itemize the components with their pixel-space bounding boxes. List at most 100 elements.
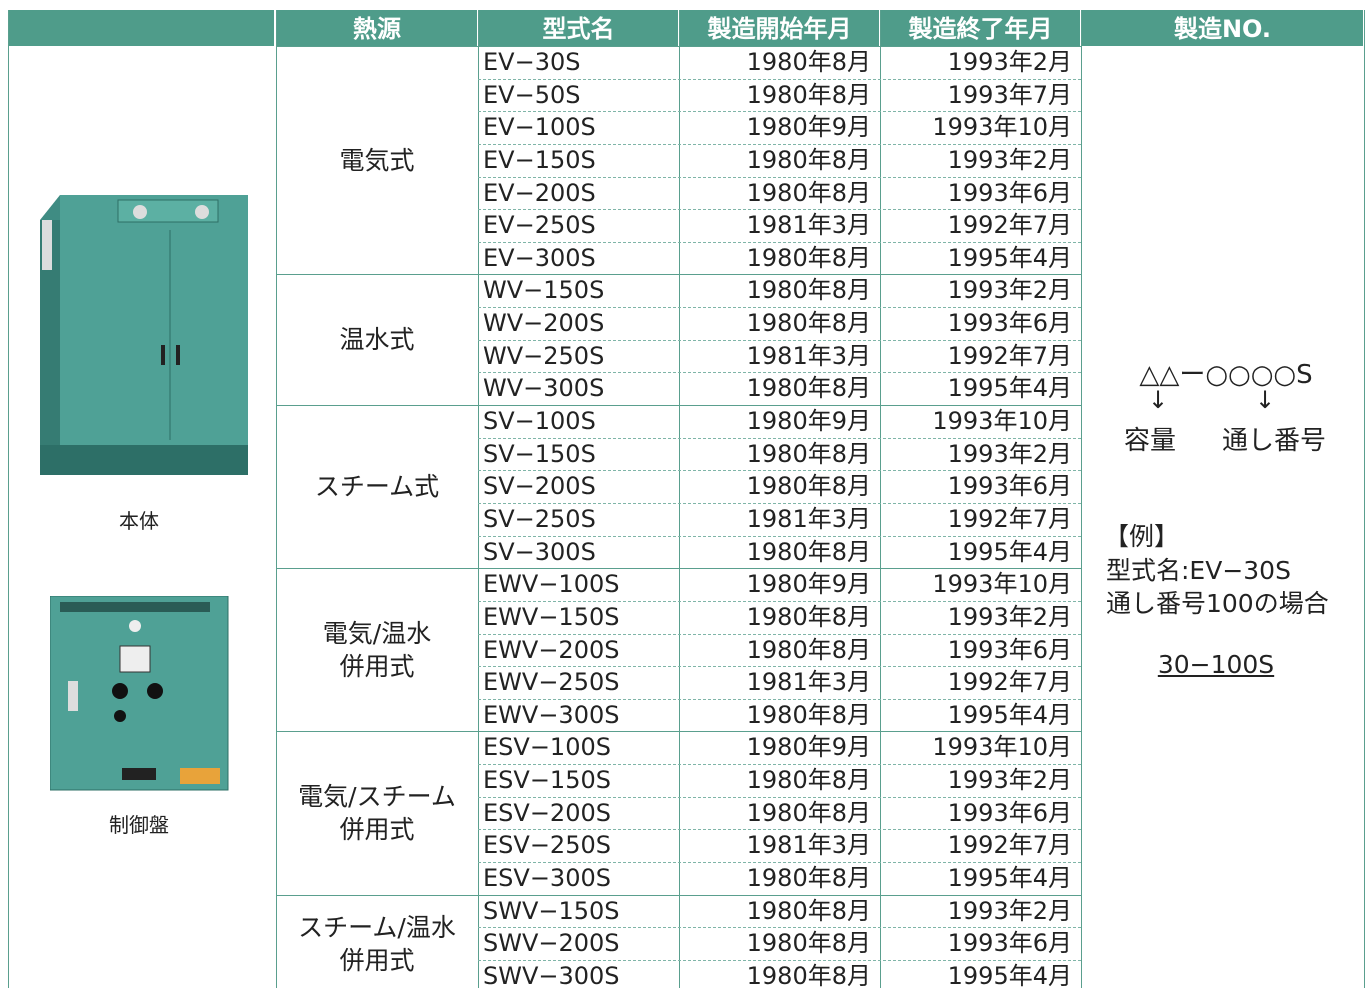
heat-source: 電気式 (339, 145, 415, 175)
start-date: 1980年8月 (746, 700, 871, 729)
end-date: 1993年6月 (947, 635, 1072, 664)
start-date: 1980年8月 (746, 537, 871, 566)
start-date: 1980年8月 (746, 48, 871, 76)
model-name: WV−150S (483, 276, 605, 305)
end-date: 1993年6月 (947, 178, 1072, 207)
header-cell: 製造NO. (1082, 10, 1363, 46)
start-date: 1980年8月 (746, 766, 871, 795)
model-name: WV−200S (483, 309, 605, 338)
image-caption: 本体 (119, 509, 159, 533)
start-date: 1980年8月 (746, 178, 871, 207)
start-date: 1980年8月 (746, 80, 871, 109)
group-border (276, 731, 1081, 733)
start-date: 1980年8月 (746, 864, 871, 892)
start-date: 1981年3月 (746, 668, 871, 697)
model-name: WV−250S (483, 341, 605, 370)
model-name: EV−200S (483, 178, 596, 207)
row-divider (478, 698, 1081, 700)
number-format: △△ー○○○○S (1139, 360, 1313, 390)
end-date: 1993年10月 (932, 570, 1072, 599)
end-date: 1993年6月 (947, 929, 1072, 958)
start-date: 1980年8月 (746, 276, 871, 305)
row-divider (478, 241, 1081, 243)
end-date: 1993年2月 (947, 276, 1072, 305)
column-border (1364, 10, 1365, 988)
end-date: 1993年2月 (947, 439, 1072, 468)
end-date: 1993年6月 (947, 309, 1072, 338)
row-divider (478, 633, 1081, 635)
column-border (478, 10, 479, 988)
start-date: 1980年8月 (746, 243, 871, 272)
model-name: SV−100S (483, 407, 596, 436)
model-name: WV−300S (483, 374, 605, 403)
end-date: 1992年7月 (947, 504, 1072, 533)
start-date: 1980年8月 (746, 602, 871, 631)
row-divider (478, 209, 1081, 211)
model-name: SWV−200S (483, 929, 620, 958)
row-divider (478, 959, 1081, 961)
row-divider (478, 796, 1081, 798)
row-divider (478, 600, 1081, 602)
column-border (1081, 10, 1082, 988)
model-name: EV−30S (483, 48, 581, 76)
model-name: ESV−150S (483, 766, 611, 795)
model-name: ESV−100S (483, 733, 611, 762)
image-caption: 制御盤 (109, 813, 169, 837)
model-name: SWV−150S (483, 896, 620, 925)
start-date: 1980年8月 (746, 961, 871, 988)
end-date: 1993年2月 (947, 48, 1072, 76)
end-date: 1992年7月 (947, 341, 1072, 370)
column-border (276, 10, 277, 988)
column-border (679, 10, 680, 988)
model-name: SV−200S (483, 472, 596, 501)
example-result: 30−100S (1157, 650, 1275, 679)
header-cell: 型式名 (479, 10, 678, 46)
row-divider (478, 307, 1081, 309)
end-date: 1993年2月 (947, 145, 1072, 174)
format-part: 通し番号 (1222, 426, 1327, 456)
row-divider (478, 666, 1081, 668)
row-divider (478, 437, 1081, 439)
start-date: 1980年8月 (746, 309, 871, 338)
group-border (276, 46, 1081, 47)
start-date: 1980年9月 (746, 733, 871, 762)
row-divider (478, 372, 1081, 374)
end-date: 1993年6月 (947, 472, 1072, 501)
end-date: 1995年4月 (947, 537, 1072, 566)
end-date: 1992年7月 (947, 831, 1072, 860)
model-name: EV−250S (483, 211, 596, 240)
start-date: 1980年9月 (746, 113, 871, 142)
example-line: 型式名:EV−30S (1106, 556, 1291, 585)
heat-source: スチーム式 (314, 472, 440, 502)
header-cell: 製造終了年月 (881, 10, 1080, 46)
heat-source: 電気/温水 併用式 (322, 618, 432, 681)
row-divider (478, 176, 1081, 178)
model-name: SV−300S (483, 537, 596, 566)
end-date: 1993年10月 (932, 113, 1072, 142)
row-divider (478, 111, 1081, 113)
end-date: 1995年4月 (947, 864, 1072, 892)
column-border (880, 10, 881, 988)
group-border (276, 274, 1081, 276)
start-date: 1980年8月 (746, 896, 871, 925)
model-name: ESV−250S (483, 831, 611, 860)
model-name: ESV−300S (483, 864, 611, 892)
model-name: EWV−100S (483, 570, 620, 599)
panel-image (50, 596, 229, 791)
header-cell: 製造開始年月 (680, 10, 879, 46)
model-name: EV−100S (483, 113, 596, 142)
model-name: EV−50S (483, 80, 581, 109)
row-divider (478, 470, 1081, 472)
group-border (276, 405, 1081, 407)
end-date: 1995年4月 (947, 700, 1072, 729)
row-divider (478, 78, 1081, 80)
row-divider (478, 502, 1081, 504)
model-name: EWV−150S (483, 602, 620, 631)
end-date: 1993年2月 (947, 602, 1072, 631)
model-name: SWV−300S (483, 961, 620, 988)
model-name: ESV−200S (483, 798, 611, 827)
row-divider (478, 927, 1081, 929)
example-line: 通し番号100の場合 (1106, 589, 1329, 618)
end-date: 1993年2月 (947, 896, 1072, 925)
header-cell (8, 10, 274, 46)
